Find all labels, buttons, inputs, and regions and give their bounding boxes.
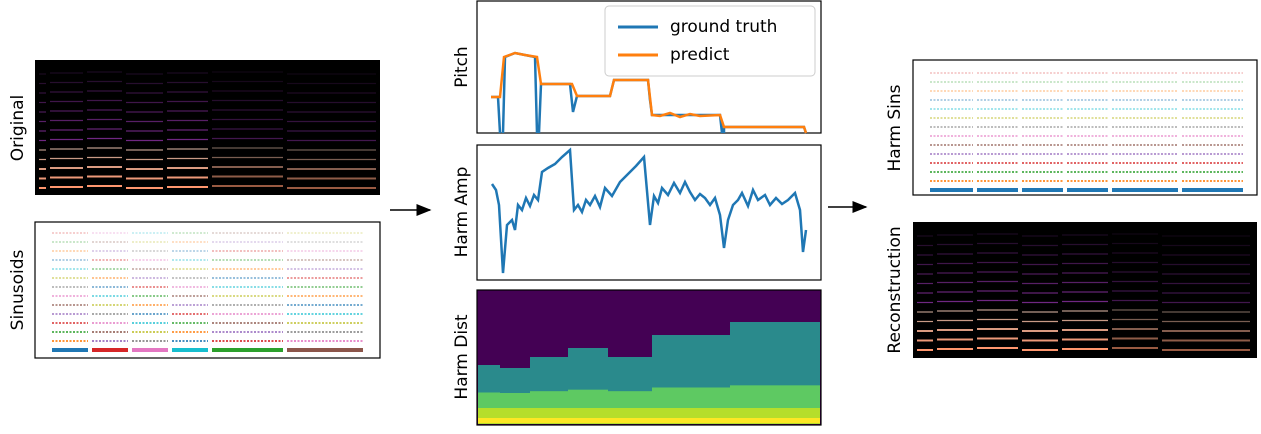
original-spectrogram — [35, 60, 380, 195]
dist-block — [478, 418, 820, 423]
harm-sins-lines — [930, 72, 1243, 192]
reconstruction-label: Reconstruction — [885, 226, 905, 353]
legend-label: predict — [670, 45, 730, 65]
predict-line — [491, 51, 808, 134]
harm-amp-line — [490, 147, 808, 274]
sinusoids-label: Sinusoids — [8, 250, 28, 331]
harm-amp-label: Harm Amp — [452, 167, 472, 258]
spectrogram-lines — [917, 233, 1250, 351]
spectrogram-lines — [39, 71, 376, 189]
harm-sins-label: Harm Sins — [885, 84, 905, 171]
pitch-label: Pitch — [452, 46, 472, 87]
original-label: Original — [8, 95, 28, 162]
legend-label: ground truth — [670, 17, 777, 37]
legend — [604, 5, 816, 77]
harm-dist-label: Harm Dist — [452, 314, 472, 400]
harm-dist-blocks — [478, 322, 820, 424]
sinusoid-lines — [52, 232, 363, 352]
sinusoids-panel — [34, 221, 381, 359]
reconstruction-spectrogram — [913, 222, 1257, 358]
